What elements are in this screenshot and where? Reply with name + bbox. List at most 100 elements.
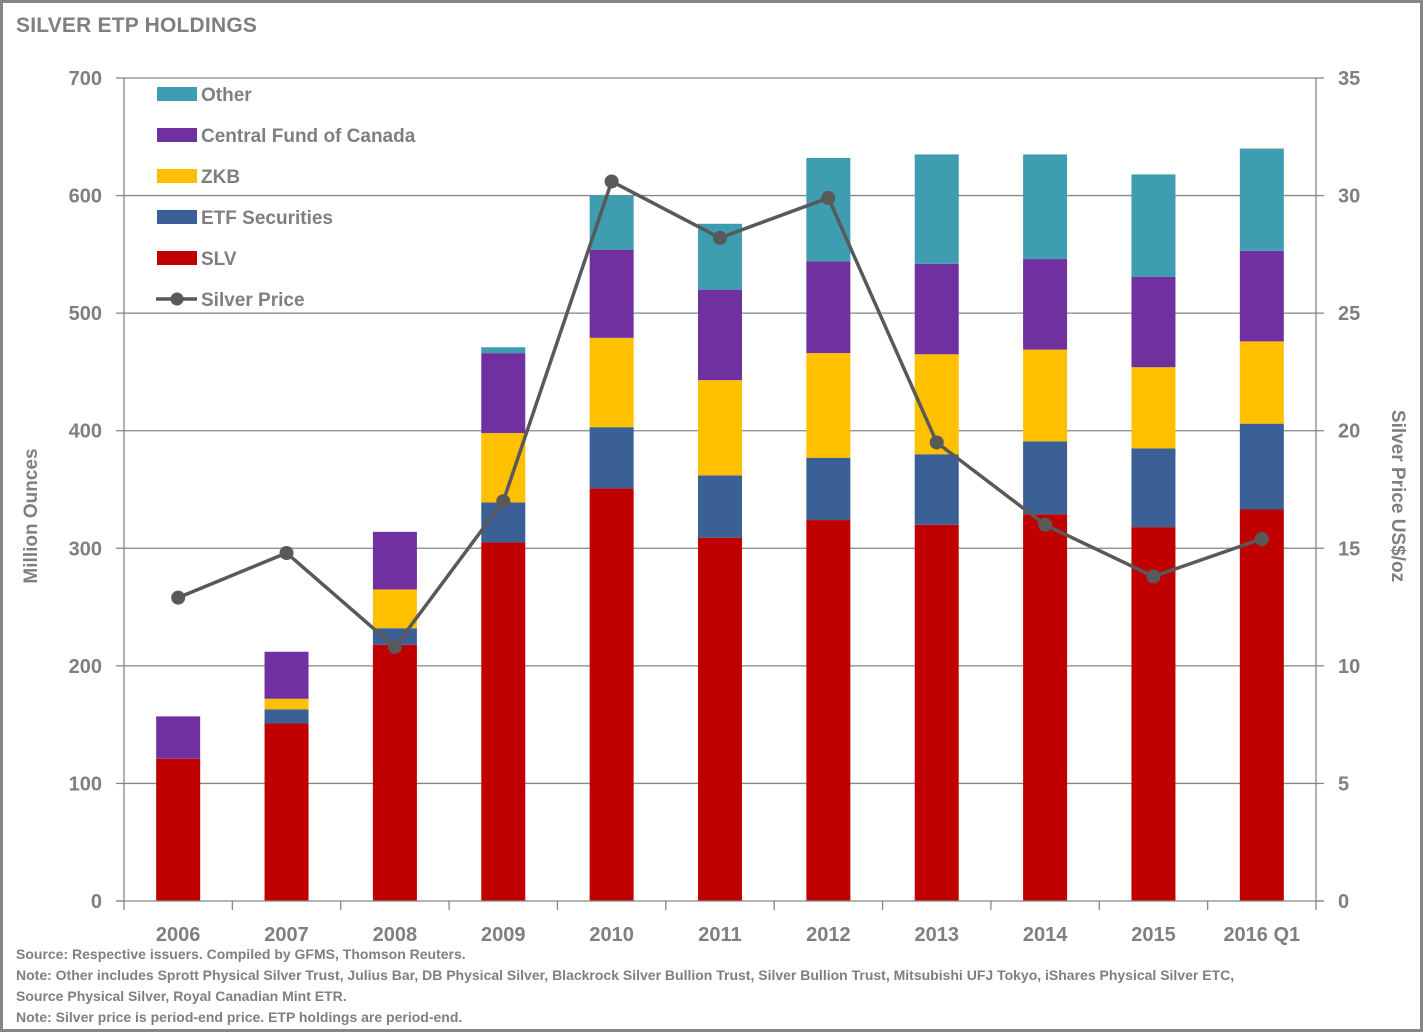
silver-price-marker-2015	[1146, 569, 1161, 584]
legend-item-etf-securities: ETF Securities	[157, 208, 333, 229]
bar-stack-2015	[1131, 174, 1176, 901]
bar-slv-2009	[481, 542, 526, 901]
bar-zkb-2010	[589, 337, 634, 428]
bar-central-fund-of-canada-2007	[264, 651, 309, 699]
silver-price-marker-2011	[713, 230, 727, 245]
bar-other-2013	[914, 154, 959, 264]
legend-swatch-slv	[157, 251, 197, 265]
x-tick-label: 2015	[1131, 924, 1176, 946]
bar-stack-2009	[481, 347, 526, 901]
bar-other-2014	[1023, 154, 1068, 260]
legend-marker-swatch	[170, 292, 184, 306]
bar-other-2009	[481, 347, 526, 354]
silver-price-marker-2008	[387, 640, 402, 655]
right-tick-label: 35	[1338, 68, 1360, 90]
silver-price-marker-2014	[1038, 517, 1053, 532]
silver-price-marker-2016-q1	[1254, 531, 1269, 546]
bar-stack-2014	[1023, 154, 1068, 901]
left-tick-label: 400	[69, 421, 102, 443]
bar-stack-2006	[156, 716, 201, 901]
bar-etf-securities-2012	[806, 457, 851, 521]
bar-stack-2008	[372, 531, 417, 901]
bar-other-2012	[806, 157, 851, 262]
legend-item-zkb: ZKB	[157, 167, 240, 188]
right-tick-label: 30	[1338, 186, 1360, 208]
bar-slv-2012	[806, 520, 851, 901]
price-note: Note: Silver price is period-end price. …	[16, 1009, 463, 1025]
bar-etf-securities-2016-q1	[1239, 423, 1284, 510]
legend-label-central-fund-of-canada: Central Fund of Canada	[201, 126, 416, 147]
x-tick-label: 2006	[156, 924, 201, 946]
x-tick-label: 2013	[914, 924, 959, 946]
legend-swatch-central-fund-of-canada	[157, 128, 197, 142]
bar-central-fund-of-canada-2012	[806, 261, 851, 354]
x-tick-label: 2011	[698, 924, 741, 946]
bar-central-fund-of-canada-2011	[698, 289, 742, 381]
right-tick-label: 10	[1338, 656, 1360, 678]
bar-etf-securities-2010	[589, 427, 634, 489]
bar-central-fund-of-canada-2015	[1131, 276, 1176, 368]
bar-slv-2013	[914, 524, 959, 901]
right-tick-label: 20	[1338, 421, 1360, 443]
bar-central-fund-of-canada-2009	[481, 353, 526, 434]
bar-zkb-2014	[1023, 349, 1068, 442]
left-tick-label: 100	[69, 773, 102, 795]
bar-etf-securities-2007	[264, 709, 309, 724]
bar-etf-securities-2014	[1023, 441, 1068, 515]
legend-label-etf-securities: ETF Securities	[201, 208, 333, 229]
bar-stack-2013	[914, 154, 959, 901]
right-tick-label: 15	[1338, 538, 1360, 560]
chart-notes: Source: Respective issuers. Compiled by …	[16, 944, 1234, 1028]
bar-etf-securities-2013	[914, 454, 959, 525]
x-axis-tick-labels: 2006 2007 2008 2009 2010 2011 2012 2013 2014 2015…	[156, 924, 1300, 946]
legend-item-central-fund-of-canada: Central Fund of Canada	[157, 126, 416, 147]
bar-zkb-2009	[481, 433, 526, 503]
legend-label-other: Other	[201, 85, 252, 106]
other-note: Note: Other includes Sprott Physical Sil…	[16, 967, 1235, 983]
bar-etf-securities-2015	[1131, 448, 1176, 528]
bar-slv-2007	[264, 723, 309, 901]
bar-etf-securities-2011	[698, 475, 742, 538]
x-tick-label: 2008	[373, 924, 418, 946]
legend-label-slv: SLV	[201, 249, 237, 270]
legend-label-zkb: ZKB	[201, 167, 240, 188]
bar-other-2016-q1	[1239, 148, 1284, 251]
left-tick-label: 300	[69, 538, 102, 560]
x-tick-label: 2014	[1023, 924, 1068, 946]
bar-stack-2016-q1	[1239, 148, 1284, 901]
silver-price-marker-2010	[604, 174, 619, 189]
x-tick-label: 2016 Q1	[1223, 924, 1300, 946]
bar-stack-2011	[698, 223, 742, 901]
right-tick-label: 0	[1338, 891, 1349, 913]
axes	[116, 77, 1324, 910]
source-note: Source: Respective issuers. Compiled by …	[16, 946, 466, 962]
left-tick-label: 0	[91, 891, 102, 913]
silver-price-marker-2007	[279, 545, 294, 560]
silver-price-marker-2013	[929, 435, 944, 450]
silver-price-marker-2009	[496, 494, 511, 509]
bar-zkb-2008	[372, 589, 417, 629]
stacked-bars	[156, 148, 1284, 901]
bar-central-fund-of-canada-2013	[914, 263, 959, 355]
legend-swatch-other	[157, 87, 197, 101]
chart-title: SILVER ETP HOLDINGS	[16, 14, 258, 37]
legend-swatch-etf-securities	[157, 210, 197, 224]
bar-slv-2010	[589, 488, 634, 901]
bar-slv-2015	[1131, 527, 1176, 901]
bar-slv-2014	[1023, 514, 1068, 901]
bar-zkb-2007	[264, 698, 309, 710]
bar-slv-2006	[156, 758, 201, 901]
x-tick-label: 2010	[589, 924, 634, 946]
bar-zkb-2012	[806, 353, 851, 458]
left-tick-label: 700	[69, 68, 102, 90]
legend-item-silver-price: Silver Price	[156, 290, 305, 311]
bar-central-fund-of-canada-2006	[156, 716, 201, 759]
bar-zkb-2015	[1131, 367, 1176, 449]
bar-slv-2011	[698, 537, 742, 901]
y2-axis-title: Silver Price US$/oz	[1387, 410, 1408, 582]
bar-central-fund-of-canada-2010	[589, 249, 634, 338]
left-tick-label: 500	[69, 303, 102, 325]
silver-price-line-series	[171, 174, 1269, 655]
left-tick-label: 200	[69, 656, 102, 678]
